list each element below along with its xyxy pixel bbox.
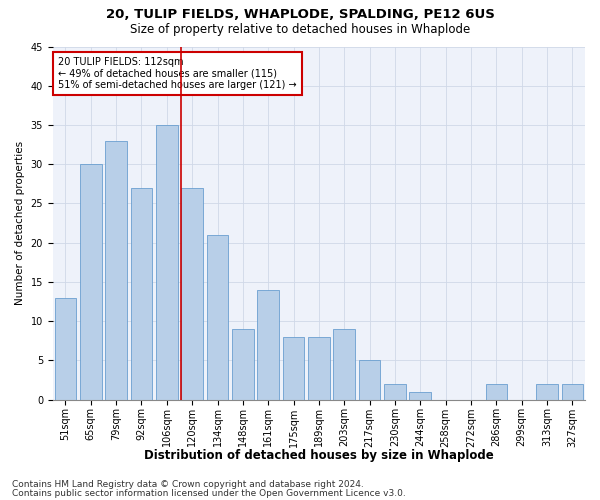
Bar (181, 188, 203, 400)
Bar (359, 360, 380, 400)
Bar (257, 290, 279, 400)
Bar (106, 140, 127, 400)
Bar (55, 298, 76, 400)
Bar (536, 384, 558, 400)
Bar (308, 337, 329, 400)
Bar (334, 329, 355, 400)
Bar (207, 235, 228, 400)
Bar (562, 384, 583, 400)
Bar (283, 337, 304, 400)
Bar (409, 392, 431, 400)
Text: Size of property relative to detached houses in Whaplode: Size of property relative to detached ho… (130, 22, 470, 36)
Bar (80, 164, 101, 400)
Bar (232, 329, 254, 400)
Bar (384, 384, 406, 400)
X-axis label: Distribution of detached houses by size in Whaplode: Distribution of detached houses by size … (144, 450, 494, 462)
Y-axis label: Number of detached properties: Number of detached properties (15, 141, 25, 305)
Bar (131, 188, 152, 400)
Text: Contains public sector information licensed under the Open Government Licence v3: Contains public sector information licen… (12, 489, 406, 498)
Bar (156, 125, 178, 400)
Text: 20 TULIP FIELDS: 112sqm
← 49% of detached houses are smaller (115)
51% of semi-d: 20 TULIP FIELDS: 112sqm ← 49% of detache… (58, 57, 297, 90)
Text: Contains HM Land Registry data © Crown copyright and database right 2024.: Contains HM Land Registry data © Crown c… (12, 480, 364, 489)
Bar (485, 384, 507, 400)
Text: 20, TULIP FIELDS, WHAPLODE, SPALDING, PE12 6US: 20, TULIP FIELDS, WHAPLODE, SPALDING, PE… (106, 8, 494, 20)
